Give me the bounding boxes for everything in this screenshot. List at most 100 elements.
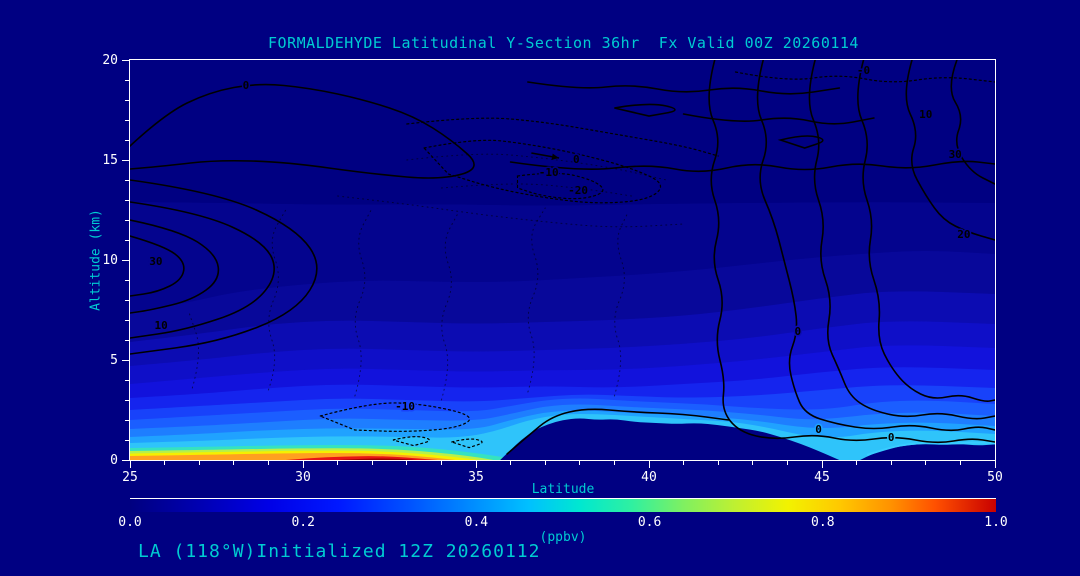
x-tick-label: 50 xyxy=(987,470,1003,485)
x-axis-tick xyxy=(786,461,788,465)
y-axis-tick xyxy=(122,159,129,161)
contour-line-dotted xyxy=(734,71,995,83)
contour-line-dotted xyxy=(422,139,662,204)
contour-label: -20 xyxy=(568,184,588,197)
contour-label: -0 xyxy=(857,64,870,77)
y-axis-tick xyxy=(125,339,129,341)
y-axis-tick xyxy=(125,279,129,281)
x-axis-tick xyxy=(856,461,858,465)
contour-line-dotted xyxy=(406,153,667,181)
contour-line xyxy=(527,81,841,95)
contour-label: 0 xyxy=(888,431,895,444)
x-axis-tick xyxy=(579,461,581,465)
contour-line-dotted xyxy=(354,207,373,397)
contour-label: 0 xyxy=(794,325,801,338)
y-tick-label: 5 xyxy=(110,353,118,368)
y-axis-tick xyxy=(125,379,129,381)
y-tick-label: 20 xyxy=(102,53,118,68)
x-axis-tick xyxy=(337,461,339,465)
contour-line xyxy=(808,60,995,420)
contour-line xyxy=(130,219,220,314)
contour-line xyxy=(506,408,730,455)
terrain-silhouette xyxy=(860,444,995,460)
contour-plot: 0 -0 10 30 20 30 10 0 -10 -20 -10 0 0 0 xyxy=(130,60,995,460)
contour-label: 20 xyxy=(957,228,970,241)
x-axis-tick xyxy=(752,461,754,465)
x-axis-tick xyxy=(683,461,685,465)
contour-line-dotted xyxy=(440,211,460,401)
contour-line xyxy=(130,201,275,339)
contour-line-dotted xyxy=(440,183,633,197)
y-axis-tick xyxy=(125,199,129,201)
x-tick-label: 25 xyxy=(122,470,138,485)
y-axis-tick xyxy=(125,439,129,441)
y-axis-tick xyxy=(125,399,129,401)
y-axis-tick xyxy=(125,79,129,81)
x-axis-tick xyxy=(164,461,166,465)
contour-label: 10 xyxy=(919,108,932,121)
contour-line xyxy=(682,113,875,125)
y-axis-tick xyxy=(125,239,129,241)
x-axis-tick xyxy=(129,461,131,468)
contour-label: 0 xyxy=(243,79,250,92)
y-axis-tick xyxy=(125,419,129,421)
y-axis-tick xyxy=(125,99,129,101)
colorbar xyxy=(130,498,996,512)
x-axis-tick xyxy=(198,461,200,465)
concentration-band xyxy=(337,458,418,460)
x-axis-tick xyxy=(994,461,996,468)
run-info-label: LA (118°W)Initialized 12Z 20260112 xyxy=(138,541,541,562)
x-tick-label: 45 xyxy=(814,470,830,485)
contour-line xyxy=(509,160,995,173)
colorbar-tick-label: 0.0 xyxy=(118,515,142,530)
y-axis-tick xyxy=(125,319,129,321)
contour-label: -10 xyxy=(395,400,415,413)
colorbar-tick-label: 0.6 xyxy=(637,515,662,530)
x-axis-tick xyxy=(440,461,442,465)
terrain-silhouette xyxy=(500,418,840,460)
y-axis-tick xyxy=(125,299,129,301)
x-tick-label: 35 xyxy=(468,470,484,485)
colorbar-units-label: (ppbv) xyxy=(539,530,587,545)
colorbar-tick-label: 0.8 xyxy=(811,515,835,530)
x-axis-tick xyxy=(267,461,269,465)
contour-line xyxy=(950,60,995,185)
y-tick-label: 10 xyxy=(102,253,118,268)
contour-label: -10 xyxy=(539,166,559,179)
y-axis-tick xyxy=(122,359,129,361)
x-axis-tick xyxy=(233,461,235,465)
colorbar-tick-label: 1.0 xyxy=(984,515,1008,530)
contour-label: 0 xyxy=(815,423,822,436)
y-axis-tick xyxy=(125,119,129,121)
x-axis-tick xyxy=(544,461,546,465)
x-axis-tick xyxy=(890,461,892,465)
y-axis-tick xyxy=(125,139,129,141)
contour-line-dotted xyxy=(527,207,546,393)
contour-line-dotted xyxy=(516,172,604,200)
x-axis-tick xyxy=(821,461,823,468)
x-axis-tick xyxy=(717,461,719,465)
plot-frame: 0 -0 10 30 20 30 10 0 -10 -20 -10 0 0 0 xyxy=(129,59,996,461)
contour-line-dotted xyxy=(613,211,629,397)
y-tick-label: 0 xyxy=(110,453,118,468)
y-tick-label: 15 xyxy=(102,153,118,168)
contour-label: 30 xyxy=(149,255,162,268)
x-axis-tick xyxy=(406,461,408,465)
contour-label: 0 xyxy=(573,153,580,166)
y-axis-tick xyxy=(122,59,129,61)
colorbar-tick-label: 0.2 xyxy=(291,515,315,530)
contour-line xyxy=(130,179,318,355)
y-axis-tick xyxy=(125,219,129,221)
chart-title: FORMALDEHYDE Latitudinal Y-Section 36hr … xyxy=(268,34,859,52)
contour-line-dotted xyxy=(318,402,471,432)
contour-line xyxy=(130,235,185,297)
x-axis-tick xyxy=(302,461,304,468)
contour-line-dotted xyxy=(188,311,200,389)
x-axis-tick xyxy=(959,461,961,465)
y-axis-tick xyxy=(122,259,129,261)
contour-line xyxy=(857,60,995,402)
x-tick-label: 30 xyxy=(295,470,311,485)
contour-line-dotted xyxy=(406,117,719,157)
contour-line-dotted xyxy=(392,436,430,447)
